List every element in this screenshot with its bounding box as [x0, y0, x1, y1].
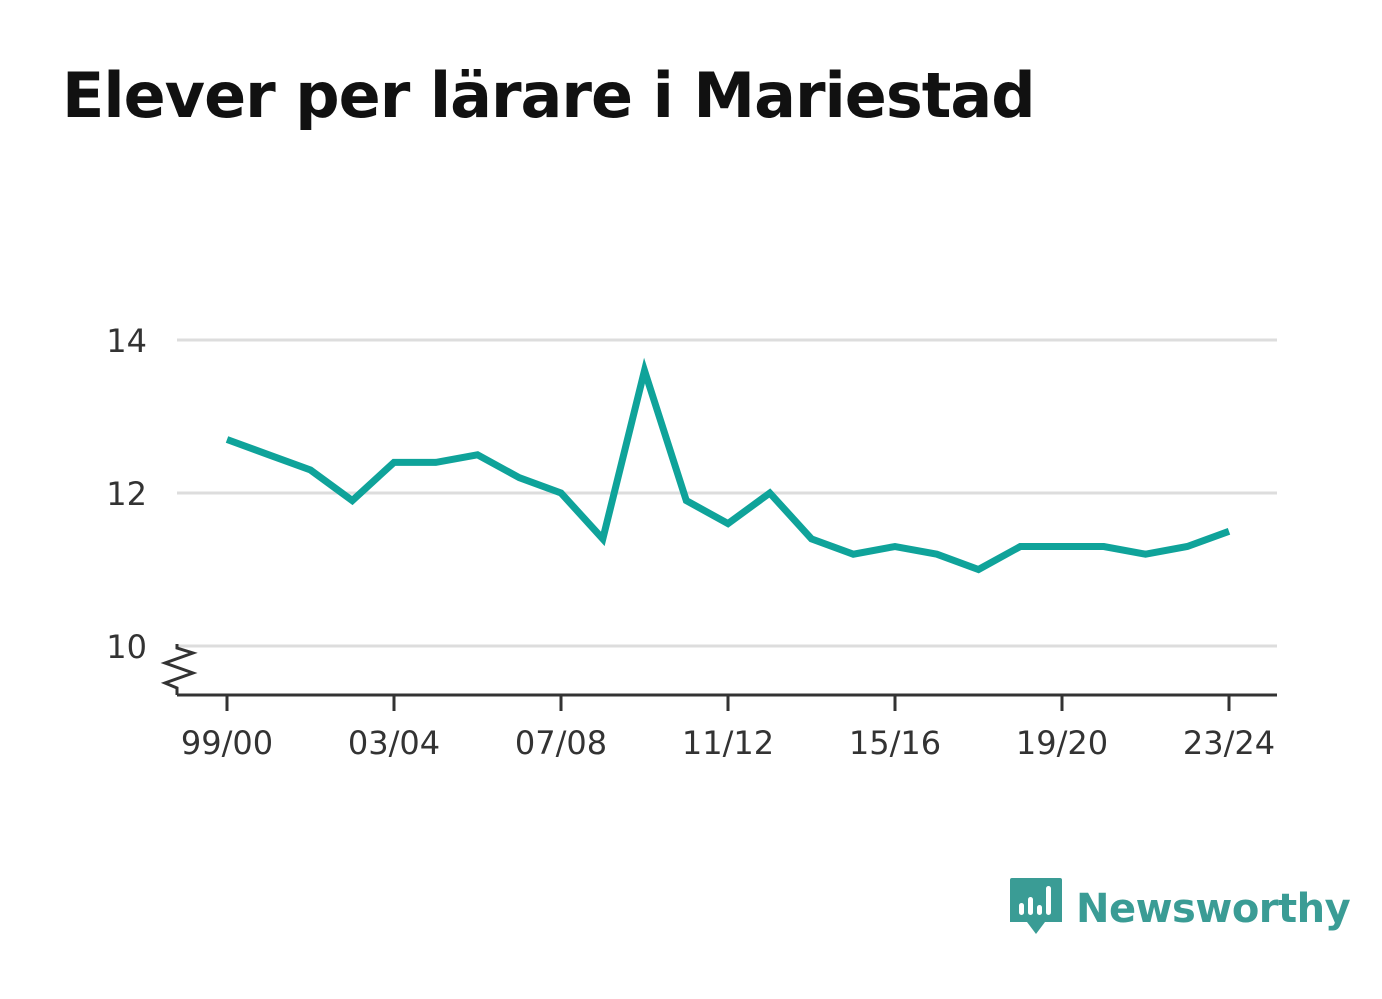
brand-name: Newsworthy	[1076, 886, 1351, 932]
x-tick-label: 15/16	[849, 724, 941, 762]
y-tick-label: 14	[106, 322, 147, 360]
x-tick-label: 19/20	[1016, 724, 1108, 762]
x-tick-label: 23/24	[1183, 724, 1275, 762]
x-tick-label: 11/12	[682, 724, 774, 762]
y-tick-label: 12	[106, 475, 147, 513]
bar-chart-speech-bubble-icon	[1010, 878, 1062, 934]
x-axis-ticks	[225, 695, 1231, 711]
x-tick-label: 03/04	[348, 724, 440, 762]
y-axis-labels: 10 12 14	[106, 322, 147, 666]
x-tick-label: 07/08	[515, 724, 607, 762]
axis-break-icon	[160, 644, 198, 695]
brand-logo: Newsworthy	[1010, 878, 1351, 940]
y-tick-label: 10	[106, 628, 147, 666]
x-axis-labels: 99/00 03/04 07/08 11/12 15/16 19/20 23/24	[181, 724, 1275, 762]
chart-title: Elever per lärare i Mariestad	[62, 59, 1036, 132]
series-line	[225, 357, 1231, 574]
x-tick-label: 99/00	[181, 724, 273, 762]
